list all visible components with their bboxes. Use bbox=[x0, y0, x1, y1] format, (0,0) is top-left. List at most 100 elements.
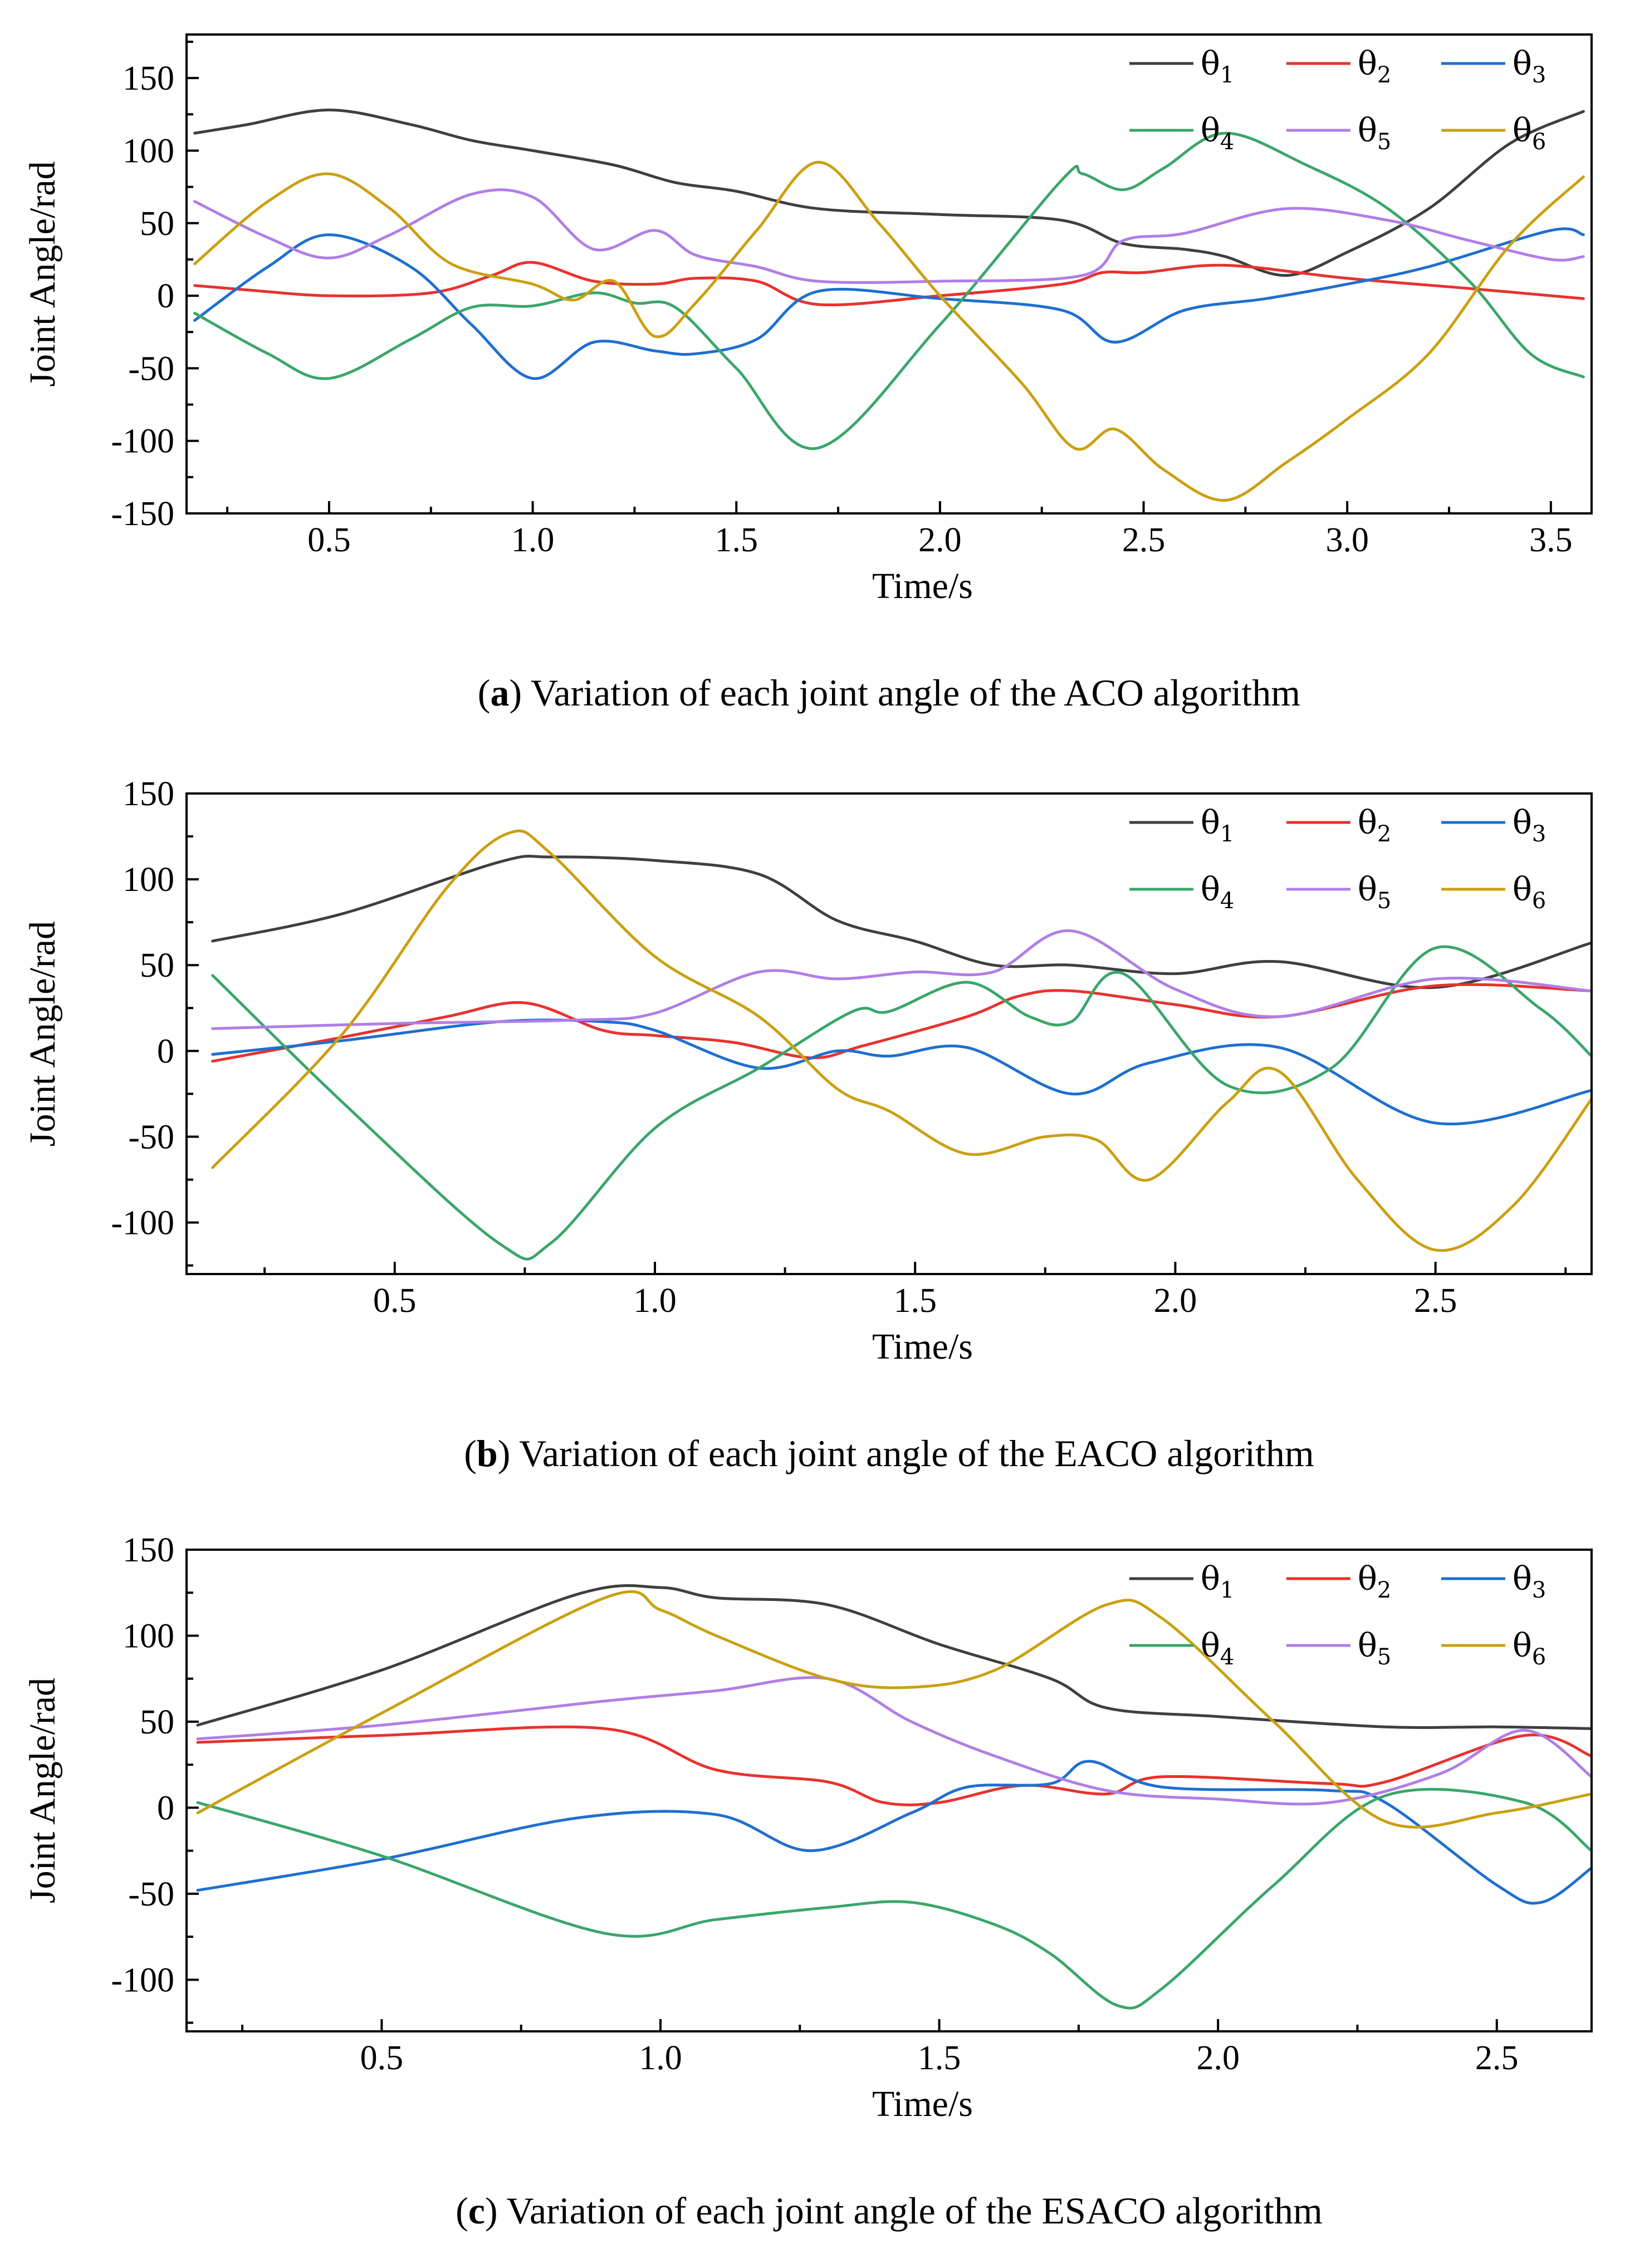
legend-label-theta5: θ5 bbox=[1358, 870, 1391, 914]
x-tick-label: 2.0 bbox=[1154, 1282, 1197, 1320]
y-tick-label: 50 bbox=[140, 205, 174, 243]
legend-label-theta5: θ5 bbox=[1358, 111, 1391, 155]
x-tick-label: 1.0 bbox=[633, 1282, 677, 1320]
y-tick-label: -50 bbox=[128, 1875, 174, 1913]
y-tick-label: 50 bbox=[140, 947, 174, 984]
x-tick-label: 0.5 bbox=[360, 2039, 404, 2077]
legend-label-theta3: θ3 bbox=[1513, 1560, 1546, 1603]
series-line-theta1 bbox=[211, 855, 1592, 990]
legend-subscript: 1 bbox=[1220, 62, 1234, 88]
series-line-theta1 bbox=[193, 109, 1585, 277]
legend-label-theta3: θ3 bbox=[1513, 45, 1546, 88]
caption-text: Variation of each joint angle of the EAC… bbox=[510, 1432, 1314, 1475]
legend: θ1 θ2 θ3 θ4 θ5 θ6 bbox=[1129, 1560, 1546, 1670]
legend: θ1 θ2 θ3 θ4 θ5 θ6 bbox=[1129, 804, 1546, 914]
x-tick-label: 0.5 bbox=[373, 1282, 417, 1320]
y-tick-label: -100 bbox=[111, 1961, 174, 1999]
x-tick-label: 2.5 bbox=[1475, 2039, 1519, 2077]
y-tick-label: 50 bbox=[140, 1703, 174, 1741]
plot-frame bbox=[185, 792, 1593, 1275]
x-tick-label: 3.0 bbox=[1325, 521, 1369, 559]
series-line-theta6 bbox=[196, 1590, 1592, 1829]
panel-caption: (a) Variation of each joint angle of the… bbox=[478, 672, 1300, 714]
x-tick-label: 2.5 bbox=[1414, 1282, 1457, 1320]
legend-label-theta2: θ2 bbox=[1358, 1560, 1391, 1603]
panel-a: 0.5 1.0 1.5 2.0 2.5 3.0 3.5-150-100-5005010015… bbox=[22, 33, 1593, 714]
series-group bbox=[196, 1584, 1592, 2010]
caption-letter: c bbox=[468, 2189, 485, 2232]
y-tick-label: 150 bbox=[123, 1531, 174, 1569]
series-line-theta4 bbox=[211, 945, 1592, 1261]
series-line-theta3 bbox=[193, 227, 1585, 380]
x-tick-label: 0.5 bbox=[307, 521, 351, 559]
legend-subscript: 6 bbox=[1532, 129, 1546, 155]
legend-label-theta3: θ3 bbox=[1513, 804, 1546, 847]
x-tick-label: 1.0 bbox=[511, 521, 555, 559]
legend-subscript: 4 bbox=[1220, 888, 1234, 914]
x-tick-label: 1.5 bbox=[893, 1282, 937, 1320]
series-group bbox=[211, 829, 1592, 1261]
y-tick-label: 150 bbox=[123, 775, 174, 813]
caption-letter: b bbox=[477, 1432, 498, 1475]
x-tick-label: 1.0 bbox=[639, 2039, 682, 2077]
legend-subscript: 3 bbox=[1532, 62, 1546, 88]
legend-subscript: 3 bbox=[1532, 821, 1546, 847]
y-axis-title: Joint Angle/rad bbox=[22, 921, 63, 1147]
series-line-theta6 bbox=[193, 160, 1585, 502]
x-axis-title: Time/s bbox=[872, 2084, 973, 2124]
legend-subscript: 2 bbox=[1377, 821, 1391, 847]
legend-subscript: 5 bbox=[1377, 129, 1391, 155]
legend-subscript: 1 bbox=[1220, 1578, 1234, 1603]
legend-label-theta1: θ1 bbox=[1201, 45, 1234, 88]
x-tick-label: 2.0 bbox=[1196, 2039, 1240, 2077]
legend-subscript: 1 bbox=[1220, 821, 1234, 847]
y-tick-label: 100 bbox=[123, 1617, 174, 1655]
panel-caption: (c) Variation of each joint angle of the… bbox=[456, 2189, 1323, 2232]
caption-letter: a bbox=[490, 672, 509, 714]
y-axis-title: Joint Angle/rad bbox=[22, 1678, 63, 1903]
legend-label-theta2: θ2 bbox=[1358, 804, 1391, 847]
legend-label-theta6: θ6 bbox=[1513, 111, 1546, 155]
plot-frame bbox=[185, 33, 1593, 515]
series-line-theta4 bbox=[193, 131, 1585, 450]
y-tick-label: -50 bbox=[128, 1118, 174, 1156]
legend-subscript: 2 bbox=[1377, 62, 1391, 88]
caption-text: Variation of each joint angle of the ACO… bbox=[522, 672, 1300, 714]
caption-text: Variation of each joint angle of the ESA… bbox=[498, 2189, 1323, 2232]
legend-subscript: 6 bbox=[1532, 888, 1546, 914]
legend-label-theta6: θ6 bbox=[1513, 1627, 1546, 1670]
y-tick-label: 0 bbox=[157, 1032, 174, 1070]
plot-frame bbox=[185, 1549, 1593, 2032]
series-line-theta5 bbox=[196, 1676, 1592, 1806]
series-line-theta3 bbox=[196, 1760, 1592, 1905]
series-line-theta2 bbox=[193, 261, 1585, 307]
x-tick-label: 3.5 bbox=[1529, 521, 1573, 559]
legend-label-theta1: θ1 bbox=[1201, 804, 1234, 847]
y-tick-label: 0 bbox=[157, 277, 174, 315]
legend-label-theta4: θ4 bbox=[1201, 1627, 1234, 1670]
legend-label-theta4: θ4 bbox=[1201, 111, 1234, 155]
x-tick-label: 1.5 bbox=[918, 2039, 961, 2077]
y-tick-label: 150 bbox=[123, 60, 174, 97]
y-tick-label: 100 bbox=[123, 861, 174, 899]
y-tick-label: -150 bbox=[111, 495, 174, 533]
series-line-theta6 bbox=[211, 829, 1592, 1252]
series-line-theta5 bbox=[211, 929, 1592, 1030]
series-line-theta2 bbox=[196, 1725, 1592, 1806]
panel-c: 0.5 1.0 1.5 2.0 2.5 -100 -50 0 50 100 150 Time/s Joi… bbox=[22, 1531, 1593, 2232]
y-tick-label: -50 bbox=[128, 350, 174, 388]
panel-caption: (b) Variation of each joint angle of the… bbox=[464, 1432, 1314, 1475]
legend: θ1 θ2 θ3 θ4 θ5 θ6 bbox=[1129, 45, 1546, 155]
legend-subscript: 4 bbox=[1220, 1644, 1234, 1670]
x-axis-title: Time/s bbox=[872, 566, 973, 606]
legend-subscript: 3 bbox=[1532, 1578, 1546, 1603]
series-group bbox=[193, 109, 1585, 502]
y-tick-label: 0 bbox=[157, 1789, 174, 1827]
legend-subscript: 5 bbox=[1377, 888, 1391, 914]
legend-subscript: 2 bbox=[1377, 1578, 1391, 1603]
y-axis-title: Joint Angle/rad bbox=[22, 161, 63, 386]
x-tick-label: 2.5 bbox=[1122, 521, 1166, 559]
legend-subscript: 4 bbox=[1220, 129, 1234, 155]
y-tick-label: -100 bbox=[111, 1204, 174, 1242]
